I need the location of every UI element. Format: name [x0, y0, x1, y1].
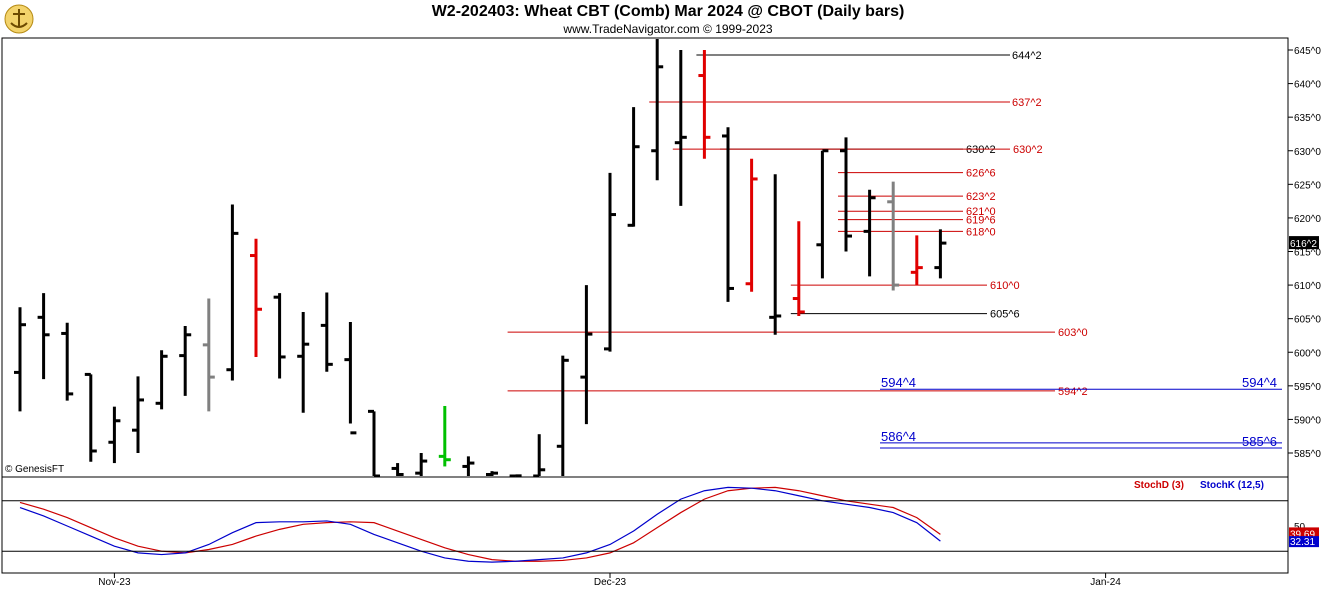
chart-title: W2-202403: Wheat CBT (Comb) Mar 2024 @ C…: [431, 3, 905, 20]
price-bar: [415, 453, 428, 476]
price-bar: [840, 137, 852, 252]
price-bar: [132, 376, 144, 453]
price-tick-label: 585^0: [1294, 449, 1321, 460]
price-bar: [297, 311, 310, 413]
price-bar: [604, 172, 616, 352]
price-bar: [368, 409, 380, 478]
price-tick-label: 645^0: [1294, 46, 1321, 57]
price-bar: [273, 293, 286, 379]
price-axis: 645^0 640^0 635^0 630^0 625^0 620^0 615^0 610^0…: [1288, 46, 1321, 460]
stochastic-lines: [19, 486, 941, 563]
price-bar: [486, 471, 498, 476]
price-level-label: 585^6: [1242, 434, 1277, 449]
price-tick-label: 615^0: [1294, 248, 1321, 259]
price-bar: [344, 322, 357, 435]
current-price-label: 616^2: [1290, 239, 1317, 250]
price-level-label: 610^0: [990, 280, 1020, 292]
price-level-label: 594^4: [881, 375, 916, 390]
price-level-label: 586^4: [881, 429, 916, 444]
price-level-label: 618^0: [966, 226, 996, 238]
chart-subtitle: www.TradeNavigator.com © 1999-2023: [563, 22, 773, 36]
price-level-label: 637^2: [1012, 97, 1042, 109]
price-level-label: 630^2: [966, 144, 996, 156]
price-bar: [509, 474, 522, 478]
date-tick-label: Jan-24: [1090, 577, 1121, 588]
price-bar: [438, 405, 451, 467]
price-bar: [108, 406, 121, 464]
price-bar: [533, 434, 546, 478]
price-level-label: 630^2: [1013, 144, 1043, 156]
price-levels: 644^2 637^2 630^2 630^2 626^6 623^2 621^0619^6…: [507, 50, 1282, 449]
price-tick-label: 600^0: [1294, 348, 1321, 359]
price-tick-label: 595^0: [1294, 382, 1321, 393]
price-bar: [155, 350, 168, 410]
price-tick-label: 605^0: [1294, 315, 1321, 326]
date-tick-label: Dec-23: [594, 577, 627, 588]
stochk-last-box: [1289, 536, 1319, 548]
stoch-series-line: [19, 486, 941, 562]
price-tick-label: 630^0: [1294, 147, 1321, 158]
price-level-label: 603^0: [1058, 327, 1088, 339]
price-bar: [202, 298, 215, 412]
legend-stochk: StochK (12,5): [1200, 480, 1264, 491]
price-bar: [462, 456, 475, 476]
price-tick-label: 620^0: [1294, 214, 1321, 225]
price-level-label: 619^6: [966, 215, 996, 227]
price-bar: [84, 372, 97, 462]
price-tick-label: 590^0: [1294, 415, 1321, 426]
price-bar: [14, 307, 26, 412]
price-bar: [61, 322, 74, 401]
price-bar: [863, 189, 876, 277]
stoch-series-line: [19, 486, 941, 563]
price-bar: [674, 50, 687, 206]
price-bar: [627, 107, 640, 227]
price-level-label: 626^6: [966, 168, 996, 180]
price-bar: [580, 285, 593, 425]
price-bar: [792, 221, 805, 316]
anchor-logo-icon: [4, 4, 34, 34]
price-level-label: 621^0: [966, 206, 996, 218]
current-price-box: [1289, 236, 1319, 250]
price-tick-label: 610^0: [1294, 281, 1321, 292]
price-bar: [651, 39, 664, 181]
price-bar: [769, 174, 782, 335]
price-bar: [179, 326, 192, 396]
price-tick-label: 625^0: [1294, 180, 1321, 191]
price-bar: [722, 127, 734, 302]
price-bar: [887, 181, 900, 291]
watermark: © GenesisFT: [5, 464, 64, 475]
price-bar: [391, 463, 404, 476]
price-level-label: 594^4: [1242, 375, 1277, 390]
price-level-label: 644^2: [1012, 50, 1042, 62]
date-axis: Nov-23 Dec-23 Jan-24: [98, 573, 1121, 588]
price-level-label: 623^2: [966, 191, 996, 203]
price-bar: [910, 235, 923, 286]
price-bar: [745, 158, 758, 292]
price-bar: [934, 229, 947, 279]
stochd-last-value: 39.69: [1290, 529, 1315, 540]
price-tick-label: 640^0: [1294, 80, 1321, 91]
price-bar: [698, 50, 711, 159]
stochk-last-value: 32.31: [1290, 537, 1315, 548]
price-tick-label: 635^0: [1294, 113, 1321, 124]
price-bar: [250, 238, 262, 357]
price-bar: [320, 292, 333, 372]
chart-header: W2-202403: Wheat CBT (Comb) Mar 2024 @ C…: [0, 0, 1336, 38]
price-bar: [556, 355, 569, 476]
stochastic-panel: [1, 476, 1289, 574]
price-bar: [226, 204, 239, 381]
price-level-label: 605^6: [990, 309, 1020, 321]
price-panel: [1, 37, 1289, 478]
legend-stochd: StochD (3): [1134, 480, 1184, 491]
price-level-label: 594^2: [1058, 386, 1088, 398]
date-tick-label: Nov-23: [98, 577, 131, 588]
price-bar: [37, 293, 50, 380]
ohlc-bars: [14, 39, 947, 478]
price-bar: [816, 149, 829, 279]
